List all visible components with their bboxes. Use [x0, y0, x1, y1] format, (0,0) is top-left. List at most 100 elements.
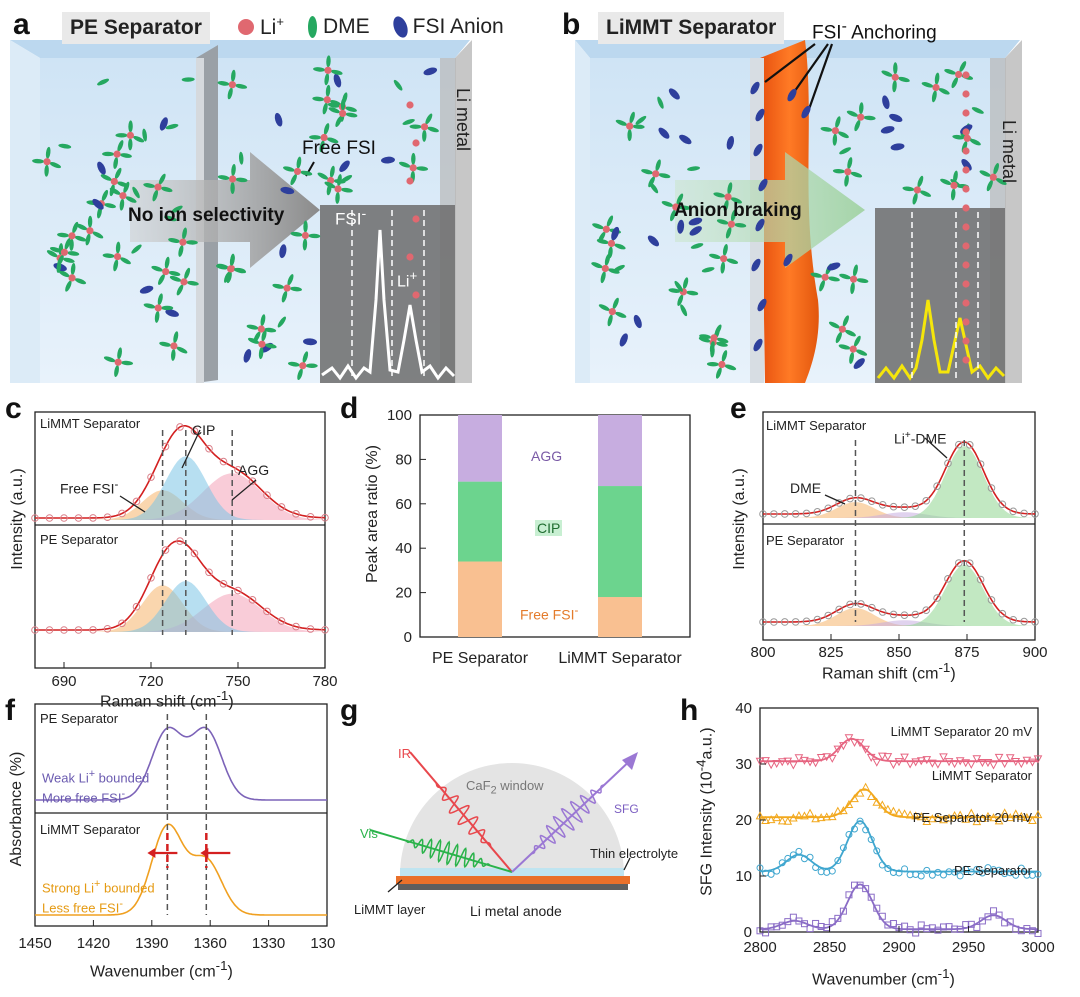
fsi-anion: [333, 73, 342, 88]
g-vis-label: Vis: [360, 826, 378, 841]
dme-molecule: [832, 133, 838, 146]
li-ion: [607, 239, 616, 248]
dme-molecule: [934, 72, 940, 85]
dme-molecule: [993, 163, 1000, 175]
dme-molecule: [832, 168, 845, 174]
dme-molecule: [912, 192, 918, 205]
raman-data-point: [846, 600, 854, 609]
li-dme-cluster: [810, 263, 840, 292]
dme-molecule: [606, 215, 614, 227]
legend-li: Li+: [260, 14, 284, 39]
dme-molecule: [261, 329, 267, 342]
dme-molecule: [114, 365, 119, 377]
dme-molecule: [303, 220, 308, 233]
li-ion-wall: [962, 90, 970, 98]
li-dme-cluster: [168, 227, 198, 257]
sfg-point: [762, 929, 770, 937]
anion-braking-arrow: [675, 152, 865, 268]
dme-molecule: [233, 267, 246, 273]
f-top-label: PE Separator: [40, 711, 119, 726]
li-dme-cluster: [57, 221, 87, 251]
sfg-point: [928, 759, 937, 768]
annotation-arrow: [924, 437, 948, 459]
raman-data-point: [791, 618, 800, 626]
dme-molecule: [46, 250, 58, 258]
sfg-point: [939, 815, 948, 824]
x-tick-label: 825: [818, 644, 843, 661]
dme-molecule: [819, 280, 825, 292]
sfg-point: [856, 817, 864, 825]
dme-molecule: [117, 181, 129, 188]
dme-molecule: [217, 81, 230, 86]
raman-data-point: [933, 482, 941, 490]
dme-molecule: [133, 135, 145, 143]
shift-arrowhead-right: [200, 848, 209, 858]
dme-molecule: [260, 314, 266, 327]
raman-data-point: [31, 626, 39, 634]
raman-data-point: [911, 502, 920, 510]
dme-molecule: [230, 181, 235, 194]
dme-molecule: [716, 219, 729, 225]
li-dme-cluster: [668, 277, 699, 306]
panel-label-h: h: [680, 694, 699, 727]
li-ion: [283, 284, 291, 292]
vis-wave: [405, 838, 491, 869]
fsi-anion: [658, 127, 670, 139]
sfg-point: [883, 753, 893, 762]
d-agg-label: AGG: [531, 448, 563, 464]
li-ion: [963, 134, 971, 142]
series-label-0: LiMMT Separator 20 mV: [891, 724, 1033, 739]
dme-molecule: [699, 334, 712, 339]
component-mid: [763, 620, 1035, 626]
sfg-point: [973, 865, 981, 873]
dme-molecule: [143, 303, 156, 309]
sfg-point: [877, 752, 887, 761]
li-ion: [844, 168, 852, 176]
dme-molecule: [85, 233, 91, 246]
dme-molecule: [850, 171, 863, 178]
li-ion: [955, 70, 963, 79]
sfg-point: [872, 797, 882, 806]
fsi-anion: [633, 314, 642, 329]
dme-molecule: [330, 69, 343, 75]
anchored-fsi: [758, 178, 768, 192]
dme-molecule: [235, 83, 248, 89]
li-dme-cluster: [940, 170, 969, 201]
li-ion: [320, 133, 328, 142]
li-dme-cluster: [290, 220, 321, 251]
sfg-point: [827, 812, 837, 821]
raman-data-point: [987, 484, 996, 492]
box-left-face: [10, 40, 40, 383]
panel-h-plot: LiMMT Separator 20 mV LiMMT Separator PE S…: [735, 700, 1054, 956]
sfg-point: [894, 758, 904, 767]
dme-molecule: [835, 116, 841, 128]
panel-d-chart: PE Separator LiMMT Separator 0 20 40 60 80 100: [387, 407, 691, 667]
sfg-point: [928, 871, 936, 879]
fsi-anion: [423, 67, 438, 76]
li-legend-icon: [238, 19, 254, 35]
fsi-anion: [159, 117, 168, 131]
li-ion-wall: [962, 280, 970, 288]
dme-molecule: [969, 138, 981, 146]
raman-data-point: [955, 440, 963, 449]
dme-molecule: [724, 364, 737, 371]
annotation-arrow: [824, 494, 846, 505]
sfg-point: [867, 836, 875, 844]
dme-molecule: [246, 324, 259, 330]
dme-molecule: [58, 270, 70, 278]
li-ion-wall: [412, 139, 420, 147]
dme-molecule: [698, 336, 711, 343]
raman-data-point: [263, 607, 271, 616]
li-dme-cluster: [287, 351, 318, 381]
annotation-arrow: [119, 495, 146, 513]
sfg-point: [833, 745, 843, 754]
dme-molecule: [117, 347, 122, 360]
sfg-point: [1033, 810, 1043, 819]
li-dme-cluster: [272, 274, 303, 303]
dme-molecule: [716, 341, 728, 347]
sfg-point: [789, 913, 797, 921]
li-ion-wall: [962, 147, 970, 155]
sfg-point: [962, 865, 970, 873]
raman-data-point: [944, 459, 952, 468]
dme-molecule: [176, 346, 188, 354]
